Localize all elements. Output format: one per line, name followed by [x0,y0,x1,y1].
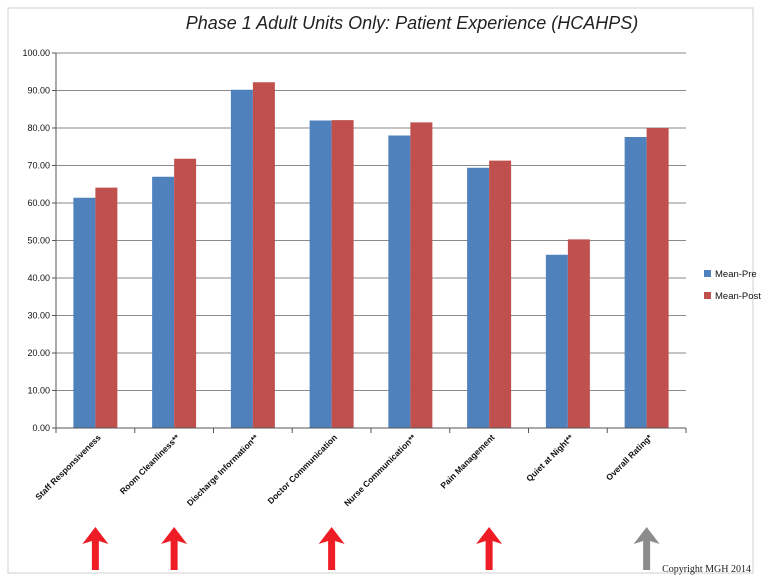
copyright-text: Copyright MGH 2014 [662,564,751,575]
grid-layer [56,52,686,429]
up-arrow-icon [633,527,660,570]
x-category-label: Doctor Communication [266,432,340,506]
y-tick-label: 20.00 [27,348,50,358]
bar-mean-pre-5 [467,167,490,428]
legend: Mean-Pre Mean-Post [704,269,761,302]
bar-mean-pre-4 [388,135,411,428]
y-tick-label: 10.00 [27,386,50,396]
bar-mean-post-6 [567,239,590,428]
bar-mean-post-0 [95,187,118,428]
y-tick-label: 50.00 [27,236,50,246]
bar-mean-pre-3 [309,120,332,428]
bar-mean-post-7 [646,128,669,428]
arrow-layer [82,527,660,570]
x-category-label: Pain Management [438,432,496,490]
y-tick-label: 100.00 [22,48,50,58]
y-tick-label: 40.00 [27,273,50,283]
bar-mean-pre-2 [230,89,253,428]
bar-mean-pre-0 [73,197,96,428]
legend-label: Mean-Post [715,291,761,302]
y-tick-label: 80.00 [27,123,50,133]
y-tick-label: 0.00 [32,423,50,433]
up-arrow-icon [161,527,188,570]
bars-layer [73,82,669,428]
x-category-label: Staff Responsiveness [33,432,103,502]
x-category-label: Nurse Communication** [342,432,418,508]
x-category-label: Discharge Information** [185,432,261,508]
y-tick-label: 90.00 [27,86,50,96]
legend-label: Mean-Pre [715,269,757,280]
y-tick-label: 70.00 [27,161,50,171]
up-arrow-icon [318,527,345,570]
x-category-label: Overall Rating* [604,432,655,483]
bar-mean-pre-1 [152,176,175,428]
chart-title: Phase 1 Adult Units Only: Patient Experi… [186,13,639,33]
up-arrow-icon [476,527,503,570]
legend-swatch [704,270,711,277]
up-arrow-icon [82,527,109,570]
bar-mean-post-2 [252,82,275,428]
x-category-label: Room Cleanliness** [118,432,182,496]
x-category-label: Quiet at Night** [524,432,576,484]
bar-mean-pre-7 [624,137,647,428]
bar-mean-post-1 [174,158,197,428]
chart-frame [7,7,754,574]
legend-swatch [704,292,711,299]
bar-mean-post-4 [410,122,433,428]
bar-mean-post-5 [489,160,512,428]
bar-mean-pre-6 [545,254,568,428]
bar-mean-post-3 [331,120,354,428]
y-tick-label: 60.00 [27,198,50,208]
y-tick-label: 30.00 [27,311,50,321]
